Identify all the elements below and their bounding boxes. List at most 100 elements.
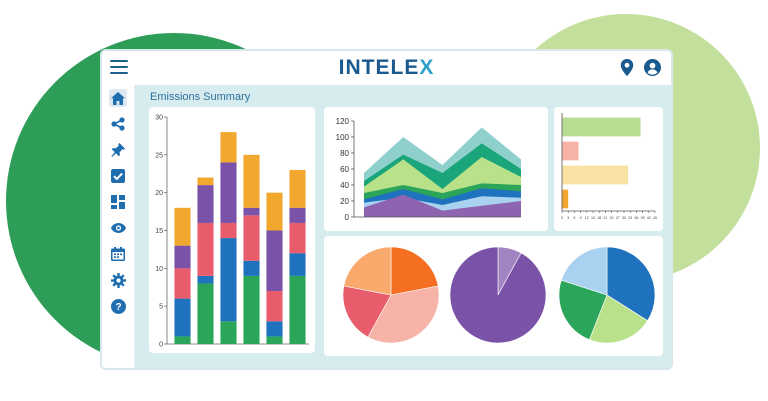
y-tick-label: 60 [340,165,349,174]
x-tick-label: 39 [641,216,645,220]
pin-icon [109,141,127,159]
x-tick-label: 12 [585,216,589,220]
x-tick-label: 33 [628,216,632,220]
pie-charts [342,246,656,344]
bar-segment [197,222,214,276]
x-tick-label: 3 [567,216,569,220]
sidebar-item-help[interactable]: ? [102,293,134,319]
area-series [364,194,521,217]
x-tick-label: 21 [603,216,607,220]
pie-slice [390,246,439,296]
bar-segment [266,336,283,344]
bar-segment [243,215,260,261]
y-tick-label: 100 [336,133,350,142]
bar-segment [289,222,306,254]
pie-slice [560,246,608,296]
bar-segment [174,268,191,299]
bar-segment [197,283,214,344]
pie-slice [449,246,547,344]
location-pin-icon[interactable] [620,59,634,76]
pie-charts-card [324,236,663,356]
stacked-area-chart: 0 20 40 60 80 100 120 [336,117,521,222]
area-chart-card: 0 20 40 60 80 100 120 [324,107,548,231]
app-window: INTELEX [100,49,673,370]
y-tick-label: 20 [340,197,349,206]
bar-segment [220,162,237,223]
y-tick-label: 40 [340,181,349,190]
bar-segment [174,207,191,246]
bar-segment [289,169,306,208]
menu-icon[interactable] [110,60,128,74]
pie-slice [342,285,392,338]
calendar-icon [109,245,127,263]
sidebar-item-tasks[interactable] [102,163,134,189]
bar [562,165,629,185]
x-tick-label: 15 [591,216,595,220]
bar-segment [243,154,260,208]
x-tick-label: 42 [647,216,651,220]
sidebar-item-settings[interactable] [102,267,134,293]
bar-segment [289,275,306,344]
bar [562,141,579,161]
x-tick-label: 45 [653,216,657,220]
y-tick-label: 15 [155,228,163,235]
y-tick-label: 5 [159,304,163,311]
main-content: Emissions Summary 0 5 10 15 20 25 30 0 20 40 60 80… [135,85,671,368]
sidebar-item-home[interactable] [102,85,134,111]
bar-segment [266,321,283,337]
x-tick-label: 18 [597,216,601,220]
pie-slice [343,246,392,296]
pie-slice [558,279,608,341]
gear-icon [109,271,127,289]
y-tick-label: 80 [340,149,349,158]
x-tick-label: 6 [573,216,575,220]
x-tick-label: 9 [580,216,582,220]
sidebar: ? [102,85,135,368]
y-tick-label: 20 [155,190,163,197]
bar-segment [197,177,214,186]
bar [562,189,569,209]
bar-segment [243,207,260,216]
page-title: Emissions Summary [150,91,251,103]
bar-segment [174,245,191,269]
sidebar-item-pin[interactable] [102,137,134,163]
intelex-logo: INTELEX [338,56,435,79]
sidebar-item-share[interactable] [102,111,134,137]
y-tick-label: 0 [159,342,163,349]
y-tick-label: 120 [336,117,350,126]
user-icon[interactable] [644,59,661,76]
bar-segment [266,192,283,231]
help-icon: ? [109,297,127,315]
home-icon [109,89,127,107]
bar-segment [289,253,306,276]
bar-segment [197,185,214,223]
bar [562,117,641,137]
x-tick-label: 30 [622,216,626,220]
y-tick-label: 25 [155,152,163,159]
bar-segment [243,275,260,344]
eye-icon [109,219,127,237]
y-tick-label: 0 [345,213,350,222]
sidebar-item-calendar[interactable] [102,241,134,267]
bar-segment [220,321,237,344]
bar-segment [289,207,306,223]
stacked-bar-chart: 0 5 10 15 20 25 30 [155,115,309,349]
bar-segment [197,275,214,284]
share-nodes-icon [109,115,127,133]
bar-segment [266,291,283,322]
y-tick-label: 10 [155,266,163,273]
bar-segment [220,132,237,163]
bar-segment [266,230,283,292]
x-tick-label: 36 [634,216,638,220]
pie-slice [588,294,648,344]
pie-slice [367,285,440,344]
stacked-bar-chart-card: 0 5 10 15 20 25 30 [149,107,315,353]
x-tick-label: 24 [610,216,614,220]
y-tick-label: 30 [155,115,163,122]
x-tick-label: 0 [561,216,563,220]
sidebar-item-observations[interactable] [102,215,134,241]
bar-segment [174,336,191,344]
sidebar-item-dashboards[interactable] [102,189,134,215]
top-bar: INTELEX [102,51,671,87]
bar-segment [243,260,260,276]
